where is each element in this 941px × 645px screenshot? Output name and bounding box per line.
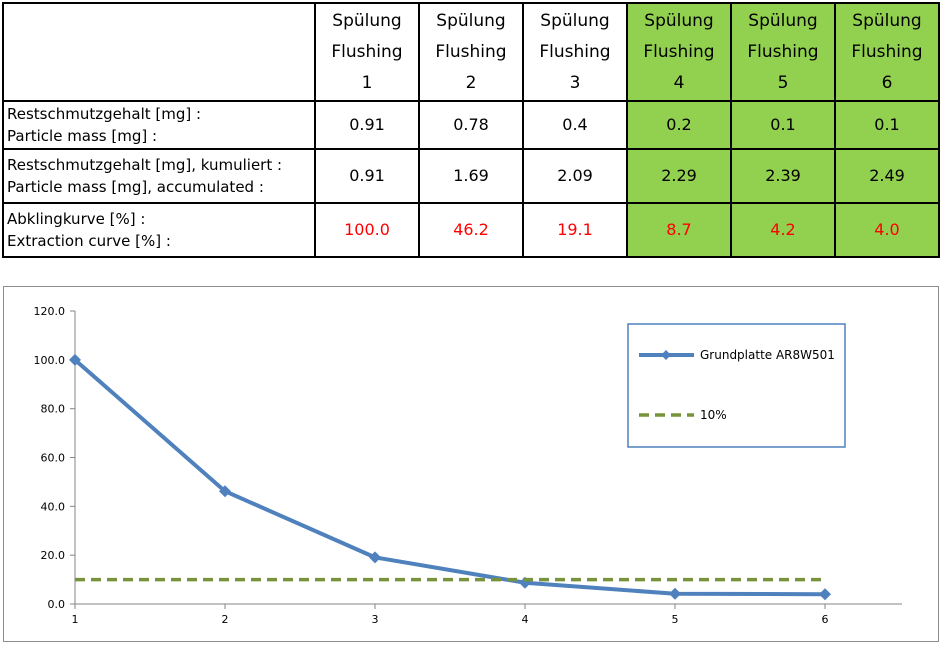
row-label2: Particle mass [mg], accumulated : <box>7 178 264 196</box>
x-tick-label: 3 <box>372 613 379 626</box>
row-label1: Restschmutzgehalt [mg] : <box>7 105 202 123</box>
legend-label-ten-percent: 10% <box>700 408 727 422</box>
table-row: Restschmutzgehalt [mg], kumuliert : Parti… <box>2 148 940 204</box>
header-line3: 5 <box>777 72 789 93</box>
table-row: Abklingkurve [%] : Extraction curve [%] :… <box>2 202 940 258</box>
table-cell: 4.2 <box>730 202 836 258</box>
header-line1: Spülung <box>644 10 714 31</box>
header-flushing-1: Spülung Flushing 1 <box>314 2 420 102</box>
data-point-marker <box>69 353 81 366</box>
header-flushing-3: Spülung Flushing 3 <box>522 2 628 102</box>
data-point-marker <box>819 588 831 601</box>
legend-box <box>627 323 846 448</box>
table-cell: 1.69 <box>418 148 524 204</box>
x-tick-label: 4 <box>522 613 529 626</box>
row-label: Restschmutzgehalt [mg], kumuliert : Parti… <box>2 148 316 204</box>
legend-label-grundplatte: Grundplatte AR8W501 <box>700 348 835 362</box>
header-line2: Flushing <box>331 41 403 62</box>
header-line2: Flushing <box>435 41 507 62</box>
header-line2: Flushing <box>643 41 715 62</box>
table-cell: 2.09 <box>522 148 628 204</box>
row-label2: Extraction curve [%] : <box>7 232 171 250</box>
table-cell: 4.0 <box>834 202 940 258</box>
x-tick-label: 6 <box>822 613 829 626</box>
data-point-marker <box>369 551 381 564</box>
header-flushing-2: Spülung Flushing 2 <box>418 2 524 102</box>
header-corner <box>2 2 316 102</box>
row-label1: Restschmutzgehalt [mg], kumuliert : <box>7 156 283 174</box>
y-tick-label: 120.0 <box>34 305 66 318</box>
table-cell: 8.7 <box>626 202 732 258</box>
header-line2: Flushing <box>747 41 819 62</box>
header-line1: Spülung <box>748 10 818 31</box>
header-line1: Spülung <box>332 10 402 31</box>
table-cell: 2.39 <box>730 148 836 204</box>
extraction-chart: 0.0 20.0 40.0 60.0 80.0 100.0 120.0 1 2 3 4 5 6 Grund… <box>3 286 939 642</box>
table-cell: 100.0 <box>314 202 420 258</box>
header-line1: Spülung <box>852 10 922 31</box>
table-row: Restschmutzgehalt [mg] : Particle mass [m… <box>2 100 940 150</box>
chart-legend: Grundplatte AR8W501 10% <box>627 323 846 448</box>
header-flushing-5: Spülung Flushing 5 <box>730 2 836 102</box>
table-cell: 0.1 <box>730 100 836 150</box>
header-line3: 6 <box>881 72 893 93</box>
series-line-grundplatte <box>73 358 826 597</box>
table-cell: 2.29 <box>626 148 732 204</box>
header-flushing-6: Spülung Flushing 6 <box>834 2 940 102</box>
header-line3: 2 <box>465 72 477 93</box>
y-tick-label: 80.0 <box>41 403 66 416</box>
table-cell: 0.91 <box>314 100 420 150</box>
table-cell: 0.78 <box>418 100 524 150</box>
row-label: Restschmutzgehalt [mg] : Particle mass [m… <box>2 100 316 150</box>
table-cell: 0.1 <box>834 100 940 150</box>
y-tick-label: 60.0 <box>41 452 66 465</box>
row-label1: Abklingkurve [%] : <box>7 210 146 228</box>
table-cell: 19.1 <box>522 202 628 258</box>
y-tick-label: 20.0 <box>41 549 66 562</box>
x-tick-label: 5 <box>672 613 679 626</box>
data-point-marker <box>669 587 681 600</box>
table-cell: 2.49 <box>834 148 940 204</box>
header-line3: 4 <box>673 72 685 93</box>
y-tick-label: 40.0 <box>41 500 66 513</box>
header-line3: 1 <box>361 72 373 93</box>
x-tick-label: 1 <box>72 613 79 626</box>
chart-svg: 0.0 20.0 40.0 60.0 80.0 100.0 120.0 1 2 3 4 5 6 Grund… <box>34 305 902 626</box>
x-tick-label: 2 <box>222 613 229 626</box>
legend-marker <box>661 350 671 360</box>
header-line3: 3 <box>569 72 581 93</box>
table-cell: 0.2 <box>626 100 732 150</box>
y-tick-label: 100.0 <box>34 354 66 367</box>
header-line2: Flushing <box>851 41 923 62</box>
header-row: Spülung Flushing 1 Spülung Flushing 2 Spülung F… <box>2 2 940 102</box>
header-line1: Spülung <box>540 10 610 31</box>
table-cell: 0.91 <box>314 148 420 204</box>
results-table: Spülung Flushing 1 Spülung Flushing 2 Spülung F… <box>2 2 940 258</box>
row-label2: Particle mass [mg] : <box>7 127 158 145</box>
y-tick-label: 0.0 <box>48 598 66 611</box>
data-point-marker <box>219 485 231 498</box>
header-line1: Spülung <box>436 10 506 31</box>
row-label: Abklingkurve [%] : Extraction curve [%] : <box>2 202 316 258</box>
header-flushing-4: Spülung Flushing 4 <box>626 2 732 102</box>
table-cell: 0.4 <box>522 100 628 150</box>
header-line2: Flushing <box>539 41 611 62</box>
table-cell: 46.2 <box>418 202 524 258</box>
